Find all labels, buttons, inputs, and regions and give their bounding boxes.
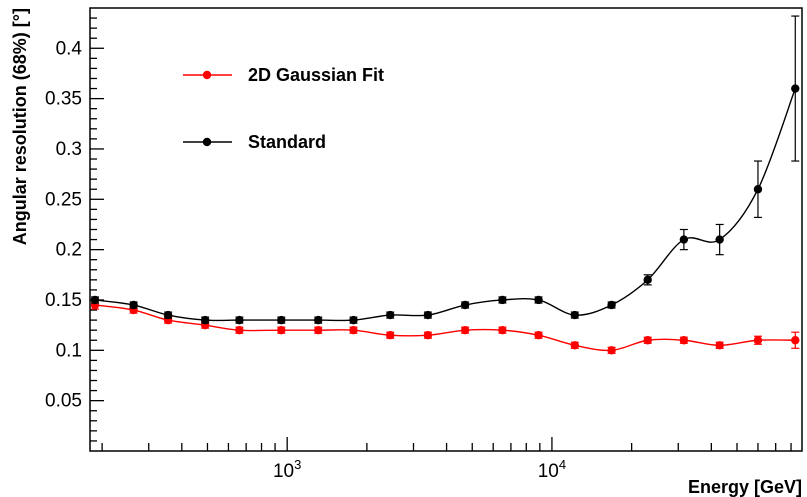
data-point <box>235 325 244 335</box>
data-point <box>534 295 543 305</box>
data-point <box>643 336 652 345</box>
data-point <box>498 325 507 335</box>
x-axis-ticks: 103 104 <box>101 437 792 482</box>
data-point <box>607 346 616 355</box>
y-axis-title: Angular resolution (68%) [°] <box>10 8 30 245</box>
y-axis-ticks: 0.05 0.1 0.15 0.2 0.25 0.3 0.35 0.4 <box>45 17 104 442</box>
data-point <box>314 315 323 325</box>
data-point <box>90 295 100 305</box>
legend-marker-standard <box>202 137 212 147</box>
data-point <box>460 300 470 310</box>
y-tick-label: 0.05 <box>45 391 82 412</box>
x-tick-label: 103 <box>273 457 301 482</box>
data-point <box>791 336 800 345</box>
x-tick-label: 104 <box>538 457 566 482</box>
legend-label-gaussian: 2D Gaussian Fit <box>248 65 384 85</box>
legend-marker-gaussian <box>202 70 212 80</box>
data-point <box>607 300 616 310</box>
data-point <box>715 235 724 244</box>
series-gaussian <box>90 300 800 355</box>
data-point <box>534 331 543 340</box>
data-point <box>423 310 433 320</box>
legend: 2D Gaussian Fit Standard <box>183 65 384 152</box>
legend-item-standard: Standard <box>183 132 326 152</box>
data-point <box>460 325 470 335</box>
data-point <box>129 300 138 310</box>
data-point <box>163 310 173 320</box>
data-point <box>386 331 395 340</box>
data-point <box>349 315 358 325</box>
data-point <box>679 336 689 345</box>
data-point <box>570 310 580 320</box>
data-point <box>314 325 323 335</box>
y-tick-label: 0.25 <box>45 189 82 210</box>
data-point <box>753 185 763 194</box>
data-point <box>423 331 433 340</box>
y-tick-label: 0.35 <box>45 89 82 110</box>
data-point <box>498 295 507 305</box>
data-point <box>200 315 210 325</box>
y-tick-label: 0.4 <box>56 38 83 59</box>
data-point <box>643 275 652 285</box>
series-layer <box>90 15 800 355</box>
y-tick-label: 0.1 <box>56 340 82 361</box>
y-tick-label: 0.15 <box>45 290 82 311</box>
y-tick-label: 0.3 <box>56 139 82 160</box>
data-point <box>715 341 724 350</box>
legend-label-standard: Standard <box>248 132 326 152</box>
data-point <box>753 336 763 345</box>
data-point <box>349 325 358 335</box>
data-point <box>791 84 800 93</box>
y-tick-label: 0.2 <box>56 240 82 261</box>
data-point <box>570 341 580 350</box>
data-point <box>277 315 286 325</box>
series-standard <box>90 15 800 325</box>
data-point <box>277 325 286 335</box>
data-point <box>679 235 689 244</box>
data-point <box>235 315 244 325</box>
legend-item-gaussian: 2D Gaussian Fit <box>183 65 384 85</box>
data-point <box>386 310 395 320</box>
x-axis-title: Energy [GeV] <box>688 477 802 497</box>
